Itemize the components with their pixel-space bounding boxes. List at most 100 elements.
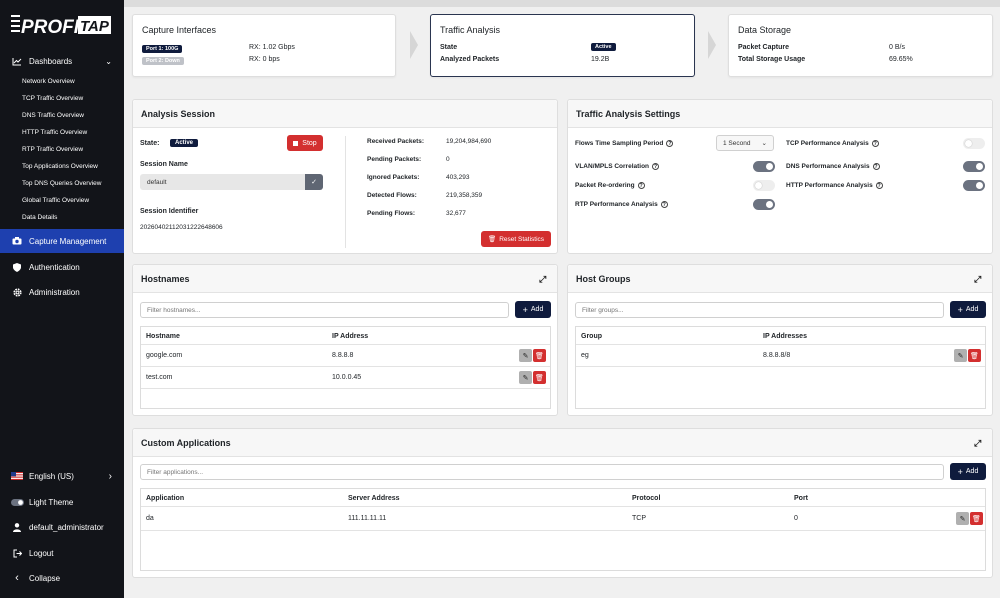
add-hostname-label: Add bbox=[530, 306, 544, 313]
stat-value: 219,358,359 bbox=[446, 192, 483, 199]
traffic-analysis-card[interactable]: Traffic Analysis State Active Analyzed P… bbox=[430, 14, 695, 77]
expand-icon[interactable]: ⤢ bbox=[974, 438, 982, 448]
sidebar-item-network-overview[interactable]: Network Overview bbox=[22, 78, 75, 85]
language-selector[interactable]: English (US) › bbox=[0, 468, 124, 484]
delete-icon[interactable]: 🗑 bbox=[970, 512, 983, 525]
traffic-state-badge: Active bbox=[591, 43, 616, 51]
nav-capture-management[interactable]: Capture Management bbox=[0, 229, 124, 253]
sidebar-item-dns-traffic[interactable]: DNS Traffic Overview bbox=[22, 112, 85, 119]
reorder-label: Packet Re-ordering? bbox=[575, 182, 645, 189]
plus-icon: + bbox=[957, 466, 963, 477]
port2-rx: RX: 0 bps bbox=[249, 56, 280, 63]
stat-label: Detected Flows: bbox=[367, 192, 417, 199]
ip-cell: 8.8.8.8 bbox=[332, 352, 354, 359]
svg-text:PROFI: PROFI bbox=[21, 17, 80, 38]
help-icon: ? bbox=[666, 140, 674, 147]
add-group-label: Add bbox=[965, 306, 979, 313]
add-application-button[interactable]: + Add bbox=[950, 463, 986, 480]
main-content: Capture Interfaces Port 1: 100G RX: 1.02… bbox=[124, 0, 1000, 598]
expand-icon[interactable]: ⤢ bbox=[539, 274, 547, 284]
edit-icon[interactable]: ✎ bbox=[954, 349, 967, 362]
sidebar-item-http-traffic[interactable]: HTTP Traffic Overview bbox=[22, 129, 88, 136]
pipeline-arrow bbox=[410, 31, 418, 59]
row-divider bbox=[141, 344, 550, 345]
plus-icon: + bbox=[522, 304, 528, 315]
stop-button[interactable]: Stop bbox=[287, 135, 323, 151]
row-divider bbox=[576, 366, 985, 367]
stat-value: 403,293 bbox=[446, 174, 470, 181]
collapse-label: Collapse bbox=[29, 573, 61, 583]
nav-dashboards[interactable]: Dashboards ⌄ bbox=[0, 53, 124, 69]
sidebar-item-tcp-traffic[interactable]: TCP Traffic Overview bbox=[22, 95, 84, 102]
custom-applications-title: Custom Applications bbox=[133, 429, 992, 457]
reset-statistics-button[interactable]: 🗑 Reset Statistics bbox=[481, 231, 551, 247]
help-icon: ? bbox=[871, 140, 879, 147]
edit-icon[interactable]: ✎ bbox=[956, 512, 969, 525]
confirm-name-button[interactable]: ✓ bbox=[305, 174, 323, 190]
delete-icon[interactable]: 🗑 bbox=[968, 349, 981, 362]
applications-filter-input[interactable] bbox=[140, 464, 944, 480]
hostnames-table: Hostname IP Address google.com 8.8.8.8 ✎… bbox=[140, 326, 551, 409]
sidebar-item-rtp-traffic[interactable]: RTP Traffic Overview bbox=[22, 146, 84, 153]
data-storage-card[interactable]: Data Storage Packet Capture 0 B/s Total … bbox=[728, 14, 993, 77]
delete-icon[interactable]: 🗑 bbox=[533, 349, 546, 362]
sidebar-item-global-traffic[interactable]: Global Traffic Overview bbox=[22, 197, 90, 204]
col-ip-address: IP Address bbox=[332, 333, 369, 340]
profitap-logo[interactable]: PROFI TAP bbox=[10, 12, 112, 38]
applications-table: Application Server Address Protocol Port… bbox=[140, 488, 986, 571]
nav-capture-management-label: Capture Management bbox=[29, 236, 107, 246]
group-cell: eg bbox=[581, 352, 589, 359]
edit-icon[interactable]: ✎ bbox=[519, 349, 532, 362]
sampling-value: 1 Second bbox=[723, 139, 751, 147]
add-group-button[interactable]: + Add bbox=[950, 301, 986, 318]
stat-label: Pending Packets: bbox=[367, 156, 422, 163]
groups-filter-input[interactable] bbox=[575, 302, 944, 318]
session-id-label: Session Identifier bbox=[140, 208, 199, 215]
rtp-label: RTP Performance Analysis? bbox=[575, 201, 668, 208]
application-cell: da bbox=[146, 515, 154, 522]
sampling-select[interactable]: 1 Second ⌄ bbox=[716, 135, 774, 151]
sidebar-item-data-details[interactable]: Data Details bbox=[22, 214, 58, 221]
edit-icon[interactable]: ✎ bbox=[519, 371, 532, 384]
session-name-input[interactable]: default bbox=[140, 174, 305, 190]
row-divider bbox=[141, 388, 550, 389]
user-menu[interactable]: default_administrator bbox=[0, 519, 124, 535]
dns-toggle[interactable] bbox=[963, 161, 985, 172]
help-icon: ? bbox=[637, 182, 645, 189]
nav-authentication[interactable]: Authentication bbox=[0, 259, 124, 275]
reset-statistics-label: Reset Statistics bbox=[499, 235, 545, 243]
nav-authentication-label: Authentication bbox=[29, 262, 80, 272]
hostnames-card: Hostnames ⤢ + Add Hostname IP Address go… bbox=[132, 264, 558, 416]
tcp-toggle[interactable] bbox=[963, 138, 985, 149]
theme-toggle[interactable]: Light Theme bbox=[0, 494, 124, 510]
stop-button-label: Stop bbox=[302, 139, 317, 147]
storage-usage-value: 69.65% bbox=[889, 56, 913, 63]
host-groups-card: Host Groups ⤢ + Add Group IP Addresses e… bbox=[567, 264, 993, 416]
nav-administration[interactable]: Administration bbox=[0, 284, 124, 300]
top-bar bbox=[124, 0, 1000, 7]
reorder-toggle[interactable] bbox=[753, 180, 775, 191]
capture-interfaces-card[interactable]: Capture Interfaces Port 1: 100G RX: 1.02… bbox=[132, 14, 396, 77]
packet-capture-label: Packet Capture bbox=[738, 44, 789, 51]
add-hostname-button[interactable]: + Add bbox=[515, 301, 551, 318]
vlan-label: VLAN/MPLS Correlation? bbox=[575, 163, 660, 170]
help-icon: ? bbox=[875, 182, 883, 189]
col-port: Port bbox=[794, 495, 808, 502]
rtp-toggle[interactable] bbox=[753, 199, 775, 210]
vlan-toggle[interactable] bbox=[753, 161, 775, 172]
help-icon: ? bbox=[652, 163, 660, 170]
http-toggle[interactable] bbox=[963, 180, 985, 191]
col-group: Group bbox=[581, 333, 602, 340]
logout-button[interactable]: Logout bbox=[0, 545, 124, 561]
traffic-state-label: State bbox=[440, 44, 458, 51]
stat-label: Received Packets: bbox=[367, 138, 425, 145]
expand-icon[interactable]: ⤢ bbox=[974, 274, 982, 284]
sidebar-item-top-applications[interactable]: Top Applications Overview bbox=[22, 163, 98, 170]
sidebar: PROFI TAP Dashboards ⌄ Network Overview … bbox=[0, 0, 124, 598]
hostnames-filter-input[interactable] bbox=[140, 302, 509, 318]
nav-administration-label: Administration bbox=[29, 287, 80, 297]
collapse-button[interactable]: ‹ Collapse bbox=[0, 570, 124, 586]
sidebar-item-top-dns-queries[interactable]: Top DNS Queries Overview bbox=[22, 180, 102, 187]
logout-icon bbox=[10, 549, 24, 558]
delete-icon[interactable]: 🗑 bbox=[533, 371, 546, 384]
